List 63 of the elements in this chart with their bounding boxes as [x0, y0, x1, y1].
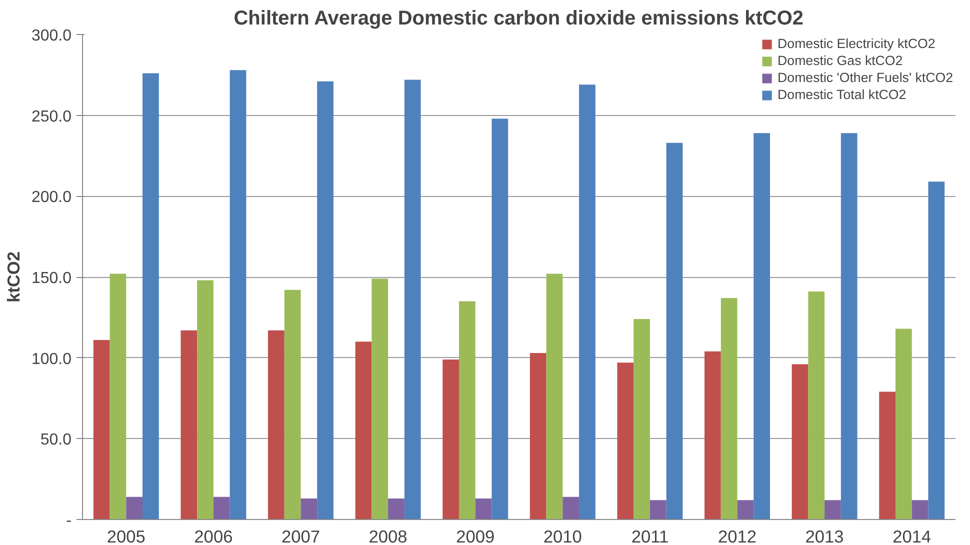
legend-label: Domestic Total ktCO2 [778, 87, 906, 102]
bar [634, 319, 650, 520]
bar [617, 362, 634, 520]
bar [404, 80, 421, 520]
x-tick-label: 2005 [106, 526, 146, 545]
legend-label: Domestic Gas ktCO2 [778, 53, 903, 68]
legend-label: Domestic Electricity ktCO2 [778, 36, 936, 51]
y-tick-label: - [66, 512, 72, 530]
bar [300, 498, 318, 520]
bar [93, 340, 110, 520]
bar [808, 292, 825, 520]
bar [754, 133, 770, 520]
bar [492, 118, 508, 520]
y-tick-label: 250.0 [31, 108, 72, 126]
bar [720, 298, 738, 520]
bar [562, 496, 580, 520]
x-tick-label: 2011 [631, 526, 669, 545]
legend-label: Domestic 'Other Fuels' ktCO2 [778, 70, 953, 85]
bar [355, 342, 372, 520]
bar [442, 359, 459, 520]
bar [895, 328, 912, 520]
bar [546, 274, 563, 520]
bar [230, 70, 246, 520]
bar [824, 500, 841, 520]
x-tick-label: 2014 [892, 526, 932, 545]
chart-title: Chiltern Average Domestic carbon dioxide emissions ktCO2 [234, 8, 804, 30]
bar [792, 364, 808, 520]
bar [180, 330, 198, 520]
bar [110, 274, 126, 520]
y-axis-title: ktCO2 [3, 251, 24, 303]
bar [142, 73, 159, 520]
bar [197, 280, 214, 520]
bar [458, 301, 476, 520]
bar [268, 330, 284, 520]
bar [879, 392, 896, 520]
bar [284, 290, 301, 520]
bar [840, 133, 858, 520]
x-tick-label: 2010 [543, 526, 582, 545]
bar [530, 352, 546, 520]
y-tick-label: 200.0 [31, 189, 72, 206]
bar [475, 498, 492, 520]
bar [737, 500, 754, 520]
y-tick-label: 50.0 [40, 432, 72, 449]
y-tick-label: 100.0 [31, 350, 72, 368]
bar [126, 496, 143, 520]
x-tick-label: 2006 [194, 526, 233, 545]
bar [666, 142, 683, 520]
x-tick-label: 2008 [368, 526, 408, 545]
bar [928, 182, 945, 520]
x-tick-label: 2007 [281, 526, 320, 545]
bar [704, 351, 721, 520]
bar [650, 500, 666, 520]
y-tick-label: 300.0 [31, 28, 72, 44]
bar [388, 498, 404, 520]
x-tick-label: 2009 [456, 526, 495, 545]
x-tick-label: 2012 [718, 526, 757, 545]
bar [912, 500, 928, 520]
x-tick-label: 2013 [805, 526, 844, 545]
y-tick-label: 150.0 [31, 270, 72, 287]
bar [579, 84, 596, 520]
bar [213, 496, 230, 520]
bar [372, 278, 388, 520]
bar [317, 81, 334, 520]
